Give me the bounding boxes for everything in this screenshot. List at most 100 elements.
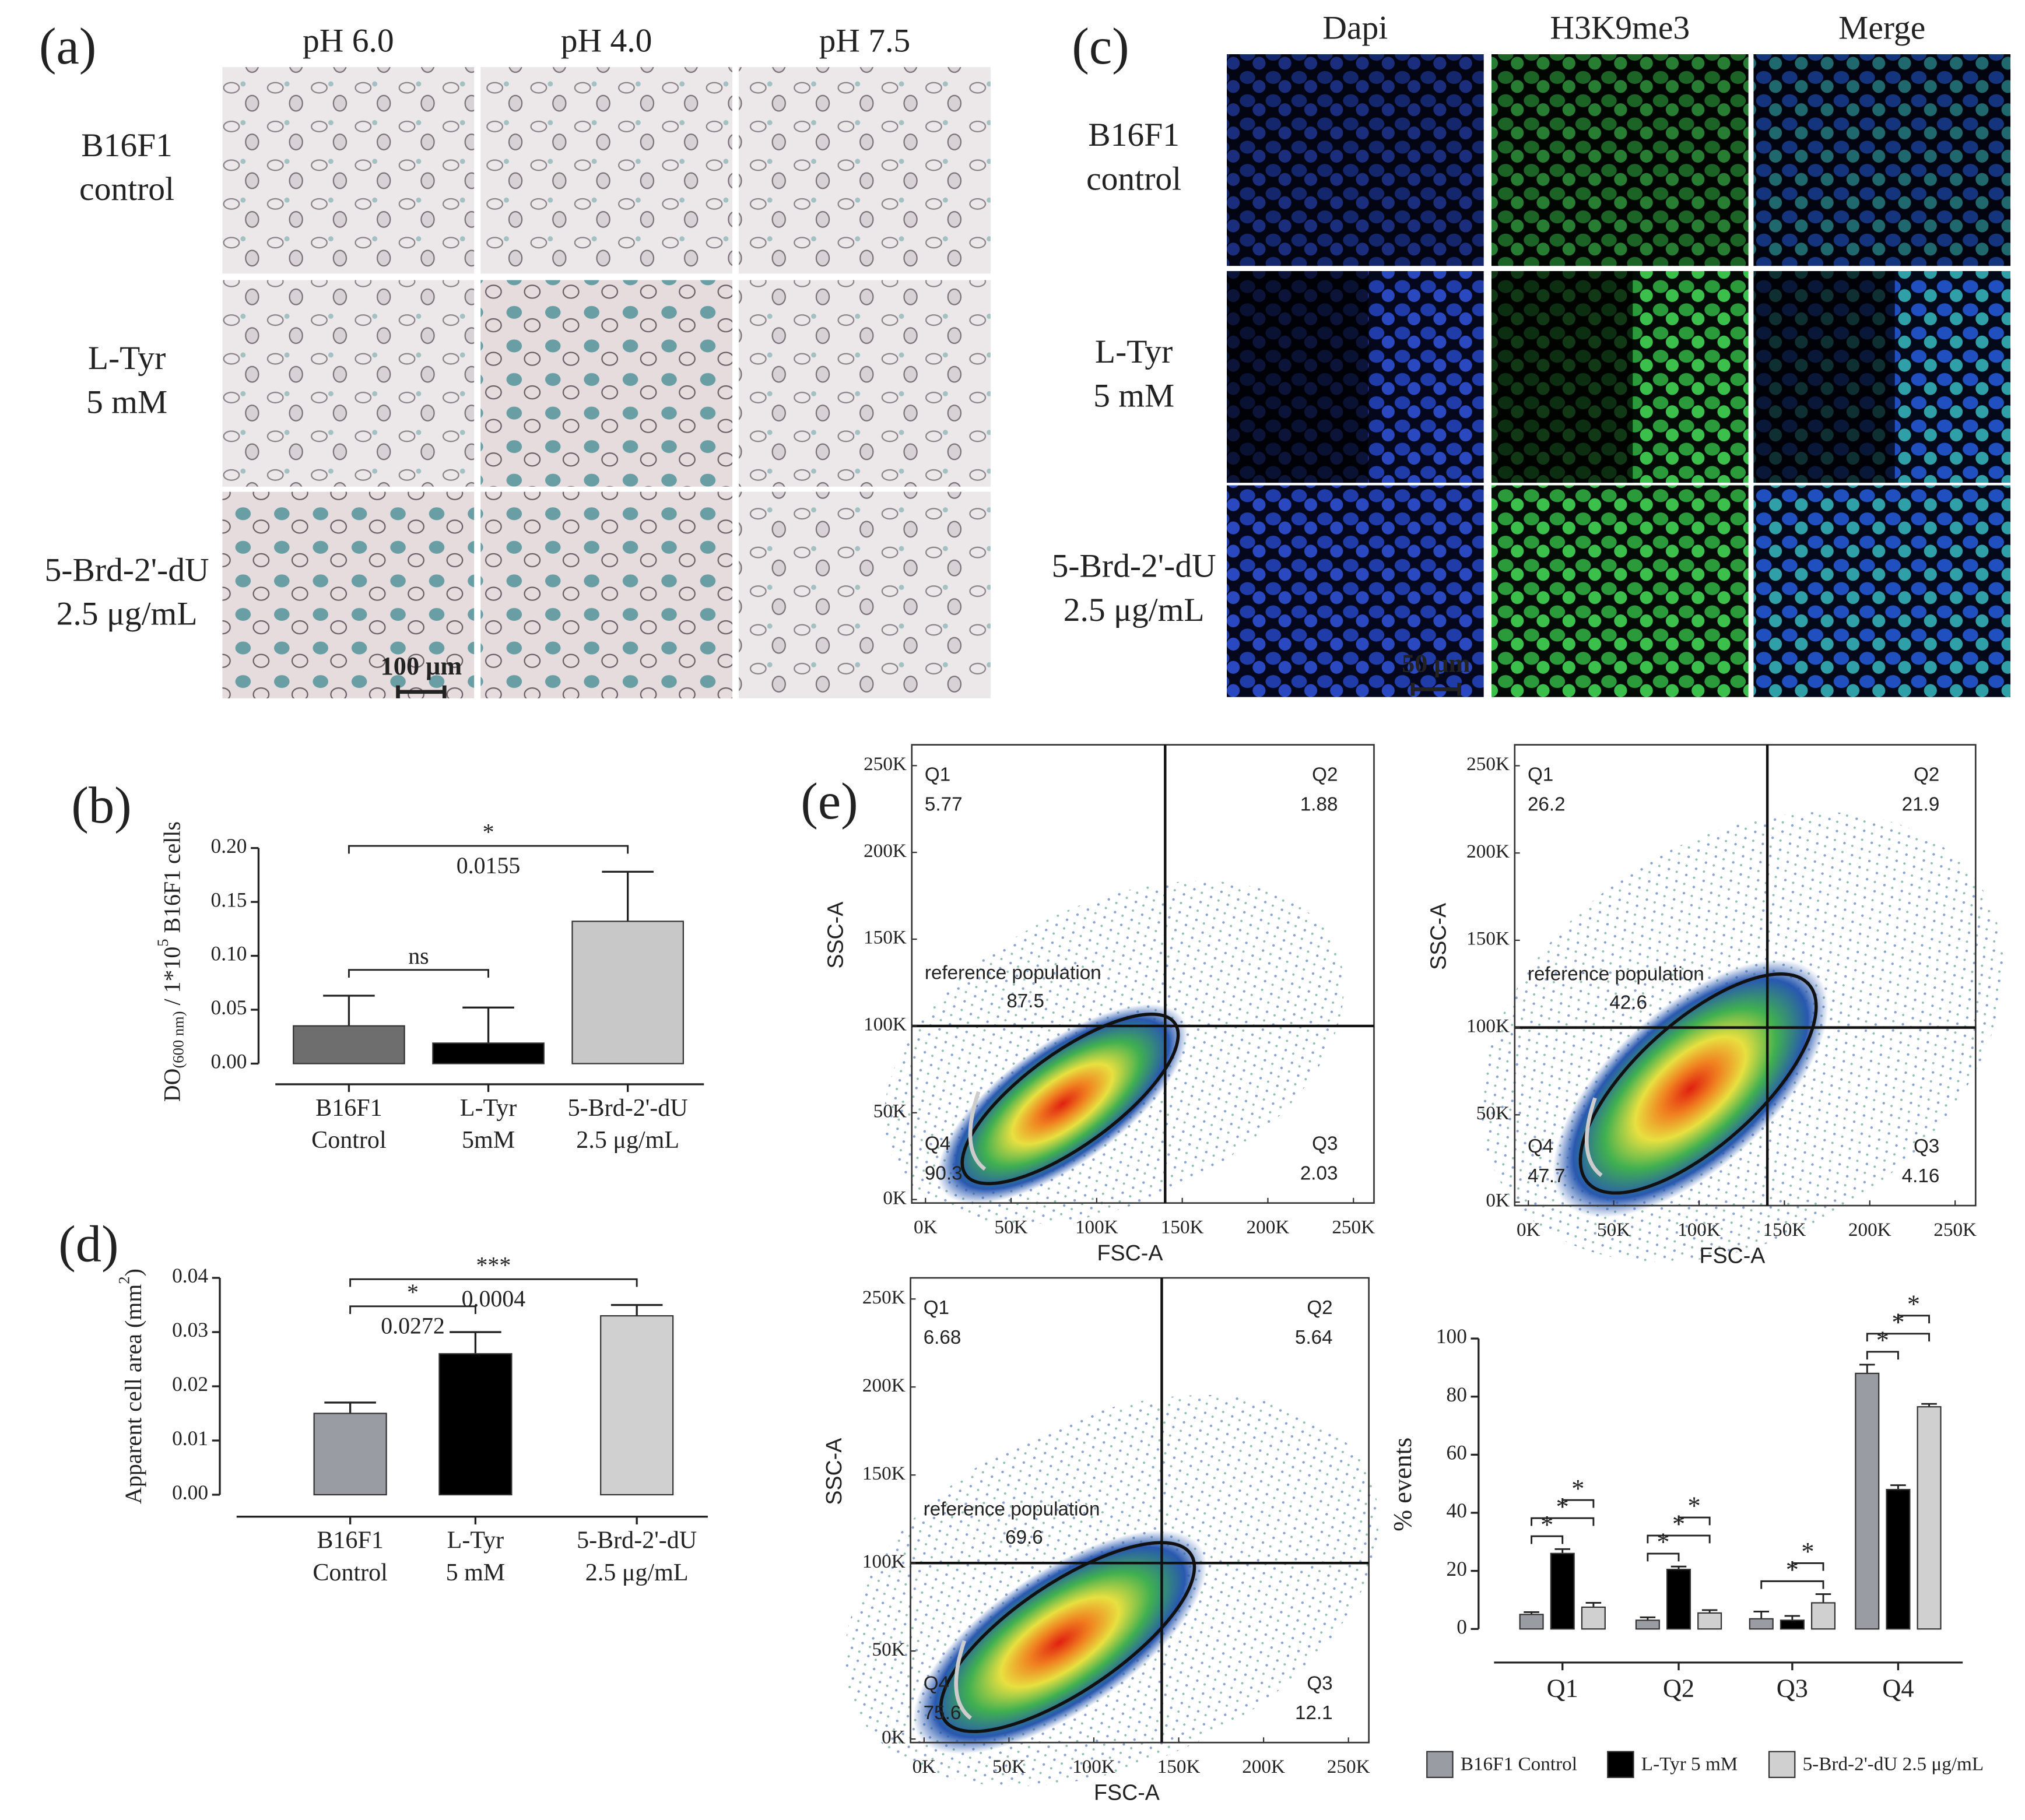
y-axis-label: DO(600 nm) / 1*105 B16F1 cells bbox=[154, 821, 187, 1102]
x-tick-label: 5-Brd-2'-dU bbox=[568, 1095, 688, 1122]
significance-bracket bbox=[1866, 1351, 1899, 1360]
micrograph bbox=[1753, 54, 2011, 266]
reference-gate bbox=[968, 1091, 987, 1171]
y-tick-label: 0K bbox=[1486, 1190, 1510, 1211]
y-tick-label: 100K bbox=[862, 1551, 906, 1572]
x-tick-label: 2.5 μg/mL bbox=[585, 1559, 689, 1586]
bar bbox=[1917, 1406, 1942, 1630]
row-label: 5-Brd-2'-dU bbox=[1052, 548, 1216, 585]
y-axis-label-part: Apparent cell area (mm bbox=[120, 1284, 146, 1504]
bar bbox=[600, 1315, 674, 1496]
legend-label: 5-Brd-2'-dU 2.5 μg/mL bbox=[1803, 1754, 1984, 1775]
quadrant-value: 1.88 bbox=[1300, 793, 1338, 815]
y-axis-label-part: B16F1 cells bbox=[159, 821, 185, 939]
column-header: Dapi bbox=[1322, 9, 1388, 46]
micrograph bbox=[1227, 485, 1484, 697]
row-label: 2.5 μg/mL bbox=[57, 596, 198, 633]
p-value: 0.0272 bbox=[381, 1313, 445, 1339]
x-tick-label: 100K bbox=[1677, 1219, 1721, 1241]
y-axis-label-part: 5 bbox=[154, 939, 171, 946]
row-label: 5 mM bbox=[1093, 377, 1174, 414]
bar bbox=[1550, 1552, 1575, 1630]
y-axis-label: SSC-A bbox=[822, 1438, 846, 1505]
micrograph-shade bbox=[1227, 270, 1368, 483]
x-tick-label: Control bbox=[311, 1127, 386, 1154]
reference-name: reference population bbox=[924, 1498, 1100, 1520]
x-axis-label: FSC-A bbox=[1097, 1241, 1164, 1265]
x-tick-label: 0K bbox=[913, 1756, 936, 1777]
quadrant-value: 2.03 bbox=[1300, 1163, 1338, 1185]
x-tick-label: 150K bbox=[1763, 1219, 1806, 1241]
significance-label: * bbox=[1657, 1528, 1669, 1557]
quadrant-value: 5.77 bbox=[925, 793, 963, 815]
quadrant-name: Q2 bbox=[1914, 764, 1939, 785]
significance-bracket bbox=[1561, 1499, 1595, 1508]
significance-label: * bbox=[1801, 1537, 1814, 1566]
scale-bar bbox=[1410, 683, 1461, 696]
quadrant-value: 21.9 bbox=[1902, 793, 1940, 815]
bar bbox=[1697, 1612, 1722, 1630]
significance-bracket bbox=[1531, 1517, 1595, 1526]
bar bbox=[438, 1353, 513, 1496]
legend-swatch bbox=[1426, 1751, 1454, 1779]
quadrant-name: Q1 bbox=[924, 1297, 949, 1319]
significance-label: * bbox=[1907, 1290, 1920, 1318]
row-label: L-Tyr bbox=[1095, 333, 1173, 370]
x-tick-label: 0K bbox=[914, 1217, 938, 1238]
reference-name: reference population bbox=[1528, 964, 1704, 985]
plot-frame bbox=[1514, 744, 1977, 1207]
legend-label: L-Tyr 5 mM bbox=[1641, 1754, 1738, 1775]
significance-label: * bbox=[407, 1279, 419, 1305]
x-tick-label: 150K bbox=[1161, 1217, 1204, 1238]
significance-label: * bbox=[1876, 1326, 1889, 1354]
significance-bracket bbox=[348, 969, 489, 978]
quadrant-name: Q4 bbox=[925, 1133, 950, 1155]
population-gate bbox=[960, 1013, 1180, 1186]
significance-label: * bbox=[1540, 1510, 1553, 1539]
y-tick-label: 200K bbox=[1466, 841, 1510, 862]
bar bbox=[1810, 1602, 1836, 1630]
y-tick-label: 50K bbox=[873, 1100, 907, 1122]
x-tick-label: 100K bbox=[1075, 1217, 1118, 1238]
panel-label: (e) bbox=[801, 773, 858, 830]
bar bbox=[1519, 1614, 1544, 1630]
quadrant-name: Q4 bbox=[924, 1673, 949, 1694]
x-tick-label: 150K bbox=[1157, 1756, 1201, 1777]
y-tick-label: 0 bbox=[1457, 1615, 1467, 1638]
micrograph bbox=[222, 67, 475, 274]
x-tick-label: 5-Brd-2'-dU bbox=[577, 1527, 697, 1554]
significance-bracket bbox=[1897, 1315, 1931, 1324]
x-tick-label: 250K bbox=[1332, 1217, 1375, 1238]
x-tick-label: 200K bbox=[1242, 1756, 1285, 1777]
bar bbox=[1886, 1489, 1911, 1630]
column-header: pH 7.5 bbox=[819, 22, 911, 59]
y-tick-label: 250K bbox=[1466, 753, 1510, 775]
y-tick-label: 0.10 bbox=[211, 942, 247, 965]
micrograph bbox=[1491, 485, 1749, 697]
y-tick-label: 40 bbox=[1446, 1499, 1466, 1522]
row-label: 5-Brd-2'-dU bbox=[45, 551, 209, 588]
y-tick-label: 20 bbox=[1446, 1557, 1466, 1580]
micrograph bbox=[1227, 54, 1484, 266]
significance-label: *** bbox=[476, 1252, 511, 1278]
p-value: 0.0004 bbox=[462, 1285, 526, 1312]
event-cloud bbox=[937, 1004, 1188, 1204]
significance-bracket bbox=[349, 1278, 638, 1287]
quadrant-name: Q2 bbox=[1307, 1297, 1332, 1319]
y-tick-label: 200K bbox=[862, 1375, 906, 1396]
bar bbox=[1635, 1619, 1660, 1630]
significance-bracket bbox=[1791, 1562, 1824, 1571]
quadrant-value: 26.2 bbox=[1528, 793, 1566, 815]
micrograph bbox=[222, 280, 475, 487]
y-tick-label: 0.00 bbox=[211, 1050, 247, 1073]
x-tick-label: 250K bbox=[1933, 1219, 1977, 1241]
y-axis-label-part: (600 nm) bbox=[169, 1011, 187, 1068]
micrograph-shade bbox=[1753, 270, 1895, 483]
y-tick-label: 80 bbox=[1446, 1383, 1466, 1406]
quadrant-name: Q3 bbox=[1307, 1673, 1332, 1694]
legend-swatch bbox=[1768, 1751, 1796, 1779]
significance-bracket bbox=[349, 1305, 476, 1315]
panel-label: (a) bbox=[39, 18, 96, 75]
micrograph bbox=[480, 280, 733, 487]
